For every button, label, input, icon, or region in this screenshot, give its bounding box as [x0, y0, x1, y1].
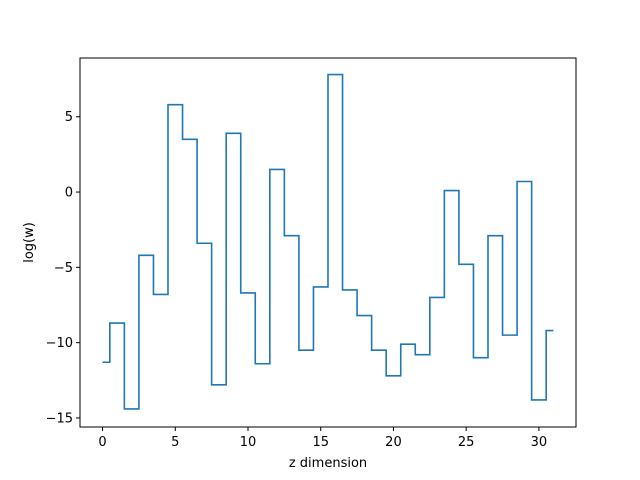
data-layer: [102, 73, 554, 410]
y-tick-label: 0: [65, 186, 73, 201]
y-tick-label: 5: [65, 110, 73, 125]
x-tick-label: 5: [171, 435, 179, 450]
x-tick-label: 25: [458, 435, 475, 450]
x-tick-label: 10: [240, 435, 257, 450]
plot-frame: [79, 57, 577, 428]
x-tick-label: 15: [312, 435, 329, 450]
y-tick-label: −5: [54, 261, 73, 276]
x-tick-label: 20: [385, 435, 402, 450]
y-axis-label: log(w): [22, 222, 37, 263]
series-line: [102, 73, 554, 410]
x-tick-label: 0: [98, 435, 106, 450]
ticks-layer: 0 5 10 15 20 25 30 −15 −10 −5 0 5: [46, 110, 548, 450]
x-tick-label: 30: [531, 435, 548, 450]
x-axis-label: z dimension: [289, 456, 367, 471]
y-tick-label: −15: [46, 411, 73, 426]
y-tick-label: −10: [46, 336, 73, 351]
